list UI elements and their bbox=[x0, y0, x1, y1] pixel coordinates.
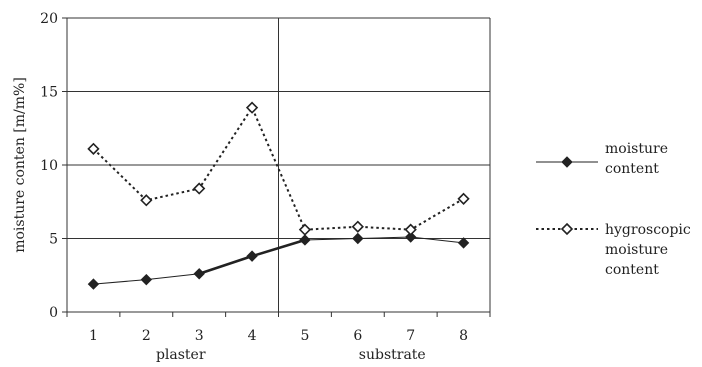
x-tick-label: 7 bbox=[406, 328, 415, 344]
moisture-content-point bbox=[193, 268, 205, 280]
moisture-content-point bbox=[404, 231, 417, 243]
moisture-content-point bbox=[140, 273, 153, 286]
legend-label-hygroscopic-moisture-content: hygroscopic bbox=[605, 222, 691, 238]
x-tick-label: 5 bbox=[300, 328, 309, 344]
x-tick-label: 6 bbox=[353, 328, 362, 344]
hygroscopic-moisture-content-point bbox=[404, 223, 417, 236]
legend-label-moisture-content: content bbox=[605, 161, 659, 177]
group-labels: plaster substrate bbox=[156, 347, 426, 363]
hygroscopic-moisture-content-point bbox=[457, 192, 470, 205]
y-tick-label: 10 bbox=[40, 158, 58, 174]
y-tick-label: 20 bbox=[40, 11, 58, 27]
y-tick-label: 15 bbox=[40, 85, 58, 101]
x-tick-labels: 1 2 3 4 5 6 7 8 bbox=[89, 328, 468, 344]
y-tick-label: 0 bbox=[49, 305, 58, 321]
y-axis-title: moisture conten [m/m%] bbox=[12, 77, 28, 253]
hygroscopic-moisture-content-point bbox=[245, 101, 259, 114]
legend-marker-moisture-content bbox=[561, 156, 573, 168]
legend-label-hygroscopic-moisture-content: content bbox=[605, 262, 659, 278]
hygroscopic-moisture-content-point bbox=[87, 142, 100, 155]
y-tick-labels: 0 5 10 15 20 bbox=[40, 11, 58, 321]
x-tick-label: 2 bbox=[142, 328, 151, 344]
moisture-content-point bbox=[299, 234, 311, 246]
series bbox=[87, 101, 470, 290]
moisture-content-segment bbox=[93, 279, 147, 285]
x-tick-label: 1 bbox=[89, 328, 98, 344]
legend: moisture content hygroscopic moisture conten… bbox=[536, 141, 691, 278]
legend-label-hygroscopic-moisture-content: moisture bbox=[605, 242, 668, 258]
moisture-content-segment bbox=[357, 236, 411, 239]
legend-label-moisture-content: moisture bbox=[605, 141, 668, 157]
moisture-content-point bbox=[246, 250, 258, 262]
moisture-content-segment bbox=[146, 273, 200, 281]
axes bbox=[62, 17, 491, 317]
hygroscopic-moisture-content-line bbox=[92, 105, 465, 231]
moisture-content-point bbox=[352, 232, 364, 245]
moisture-content-segment bbox=[251, 238, 306, 258]
moisture-content-point bbox=[87, 278, 100, 290]
moisture-content-point bbox=[457, 237, 470, 249]
x-tick-label: 3 bbox=[195, 328, 204, 344]
hygroscopic-moisture-content-point bbox=[140, 194, 153, 207]
x-tick-label: 4 bbox=[248, 328, 257, 344]
group-label-substrate: substrate bbox=[359, 347, 426, 363]
y-tick-label: 5 bbox=[49, 232, 58, 248]
hygroscopic-moisture-content-point bbox=[351, 220, 364, 233]
group-label-plaster: plaster bbox=[156, 347, 206, 363]
legend-marker-hygroscopic-moisture-content bbox=[560, 222, 574, 236]
moisture-content-segment bbox=[198, 254, 253, 276]
hygroscopic-moisture-content-point bbox=[193, 182, 206, 195]
moisture-content-segment bbox=[304, 238, 358, 241]
x-tick-label: 8 bbox=[459, 328, 468, 344]
hygroscopic-moisture-content-point bbox=[298, 223, 312, 236]
moisture-content-segment bbox=[410, 236, 464, 244]
